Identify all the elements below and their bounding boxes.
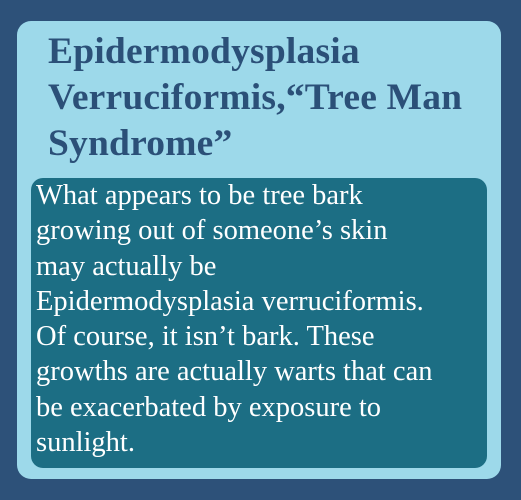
slide-title: Epidermodysplasia Verruciformis,“Tree Ma… (48, 31, 463, 164)
slide-body-text: What appears to be tree bark growing out… (36, 180, 433, 459)
body-text-box (31, 178, 487, 468)
